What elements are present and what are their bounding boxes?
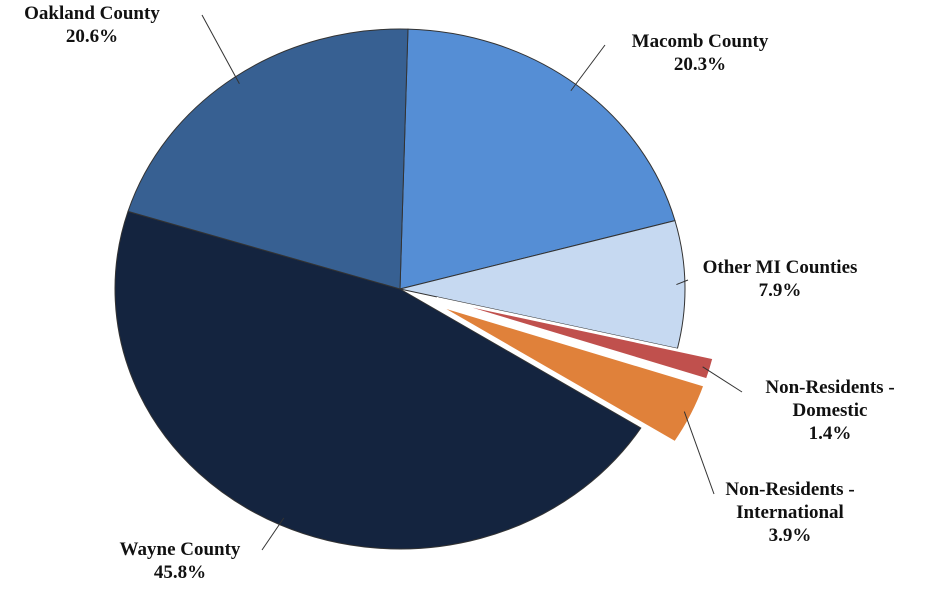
pie-slice xyxy=(399,28,676,290)
slice-name: Macomb County xyxy=(631,31,769,52)
slice-label: Oakland County 20.6% xyxy=(0,2,192,48)
slice-percent: 20.6% xyxy=(65,26,119,47)
pie-slice xyxy=(436,296,716,382)
leader-line xyxy=(201,14,240,84)
slice-percent: 20.3% xyxy=(673,54,727,75)
leader-line xyxy=(570,44,606,92)
slice-label: Non-Residents - Domestic 1.4% xyxy=(745,376,915,445)
slice-name: Oakland County xyxy=(24,3,160,24)
pie-slice xyxy=(433,302,707,445)
slice-label: Non-Residents - International 3.9% xyxy=(705,478,875,547)
leader-line xyxy=(676,279,689,286)
leader-line xyxy=(702,366,743,393)
slice-percent: 1.4% xyxy=(808,423,852,444)
slice-name: Non-Residents - Domestic xyxy=(765,377,895,421)
pie-slice xyxy=(114,210,642,550)
slice-name: Non-Residents - International xyxy=(725,479,855,523)
pie-slice xyxy=(127,28,409,290)
slice-percent: 45.8% xyxy=(153,562,207,583)
slice-percent: 3.9% xyxy=(768,525,812,546)
leader-line xyxy=(261,517,285,551)
slice-name: Other MI Counties xyxy=(702,257,858,278)
slice-label: Other MI Counties 7.9% xyxy=(690,256,870,302)
slice-name: Wayne County xyxy=(119,539,241,560)
slice-percent: 7.9% xyxy=(758,280,802,301)
pie-slice xyxy=(399,220,686,350)
slice-label: Wayne County 45.8% xyxy=(95,538,265,584)
slice-label: Macomb County 20.3% xyxy=(590,30,810,76)
leader-line xyxy=(683,411,715,495)
